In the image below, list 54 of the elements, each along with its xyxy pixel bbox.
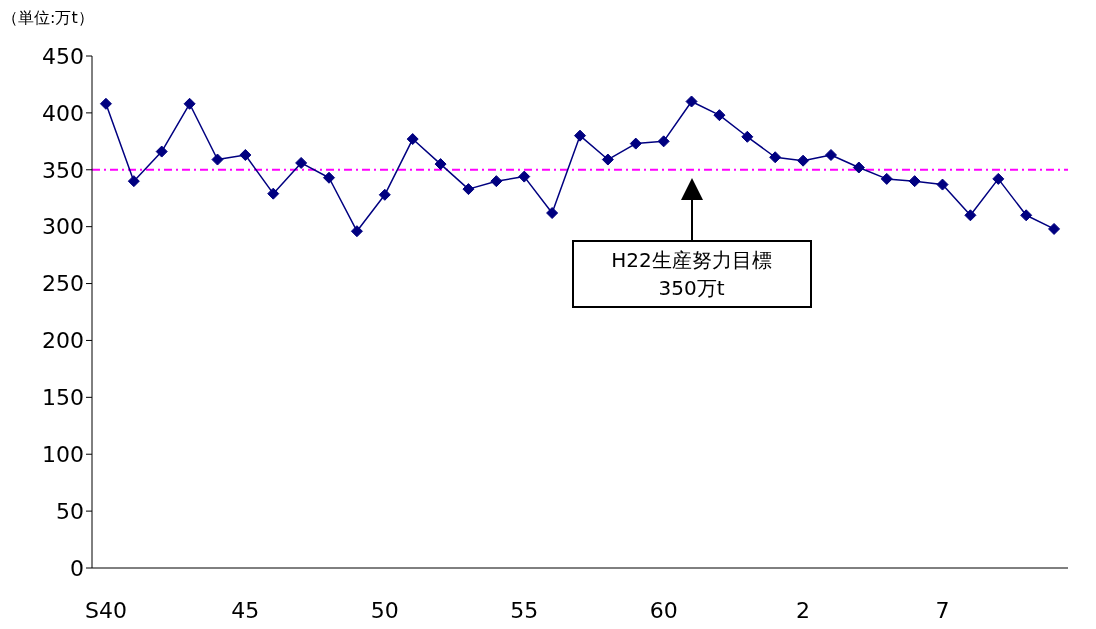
point — [211, 153, 224, 166]
callout-box: H22生産努力目標 350万t — [571, 240, 812, 308]
point — [127, 175, 140, 188]
y-axis-title: （単位:万t） — [2, 8, 94, 29]
point — [992, 172, 1005, 185]
point — [964, 209, 977, 222]
point — [99, 97, 112, 110]
point — [574, 129, 586, 142]
point — [518, 170, 531, 183]
y-tick-label: 150 — [42, 385, 84, 411]
y-tick-label: 0 — [70, 555, 84, 581]
x-tick-label: 50 — [370, 597, 399, 623]
x-tick-label: 2 — [796, 597, 811, 623]
point — [769, 151, 782, 164]
x-tick-label: S40 — [84, 597, 127, 623]
point — [1048, 222, 1061, 235]
point — [267, 187, 280, 200]
point — [880, 172, 893, 185]
point — [323, 171, 336, 184]
y-tick-label: 400 — [42, 100, 84, 126]
point — [936, 178, 949, 191]
point — [183, 97, 196, 110]
y-tick-label: 350 — [42, 157, 84, 183]
y-tick-label: 100 — [42, 442, 84, 468]
point — [741, 130, 754, 143]
point — [155, 145, 168, 158]
x-tick-label: 7 — [935, 597, 950, 623]
point — [713, 109, 726, 122]
y-tick-label: 50 — [56, 498, 84, 524]
point — [908, 175, 921, 188]
point — [295, 156, 308, 169]
x-tick-label: 45 — [231, 597, 260, 623]
x-tick-label: 55 — [510, 597, 539, 623]
point — [1020, 209, 1033, 222]
point — [350, 225, 363, 238]
point — [685, 95, 698, 108]
point — [239, 148, 252, 161]
y-tick-label: 300 — [42, 214, 84, 240]
point — [601, 153, 614, 166]
point — [546, 207, 559, 220]
x-tick-label: 60 — [649, 597, 678, 623]
point — [852, 161, 865, 174]
point — [657, 135, 670, 148]
point — [797, 154, 810, 167]
point — [406, 133, 419, 146]
y-tick-label: 200 — [42, 328, 84, 354]
y-tick-label: 250 — [42, 271, 84, 297]
point — [490, 175, 503, 188]
point — [824, 148, 837, 161]
point — [629, 137, 642, 150]
point — [434, 158, 447, 171]
y-tick-label: 450 — [42, 43, 84, 69]
point — [378, 188, 391, 201]
point — [462, 183, 475, 196]
